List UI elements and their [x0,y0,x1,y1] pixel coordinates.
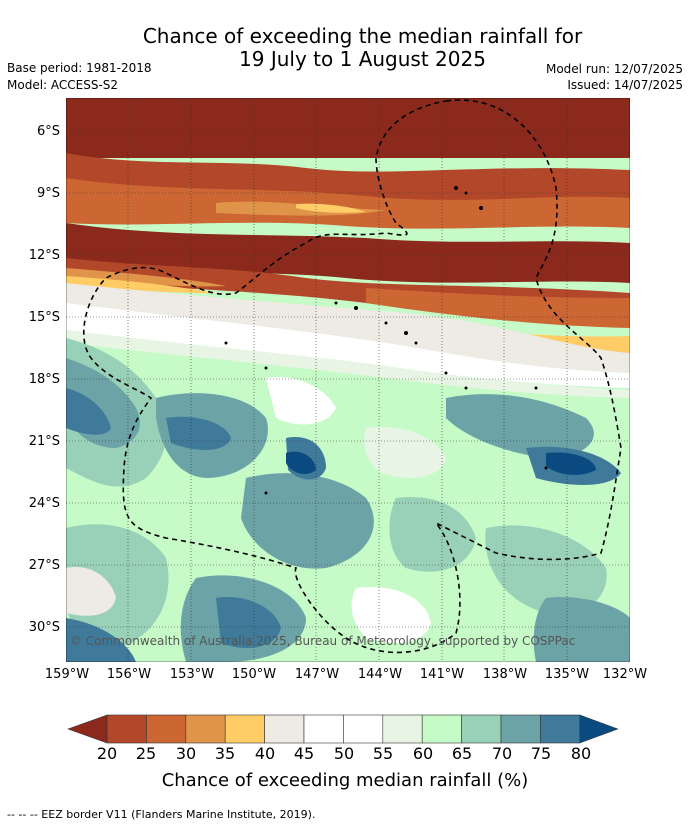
base-period: Base period: 1981-2018 [7,61,152,75]
map-title-line2: 19 July to 1 August 2025 [239,47,486,71]
map-title-line1: Chance of exceeding the median rainfall … [142,24,583,48]
colorbar-tick: 25 [135,744,157,763]
colorbar [67,714,619,744]
lon-label: 153°W [169,667,215,682]
colorbar-tick: 65 [451,744,473,763]
colorbar-segment [421,714,462,744]
colorbar-segment [185,714,226,744]
lat-label: 27°S [28,558,60,573]
colorbar-segment [540,714,581,744]
lat-label: 6°S [36,124,60,139]
model-run: Model run: 12/07/2025 [545,62,683,76]
colorbar-tick: 35 [214,744,236,763]
colorbar-segment [303,714,344,744]
colorbar-tick: 80 [570,744,592,763]
colorbar-segment [146,714,187,744]
lon-label: 156°W [106,667,152,682]
lat-label: 12°S [28,248,60,263]
colorbar-segment [343,714,384,744]
colorbar-tick: 50 [333,744,355,763]
lat-label: 21°S [28,434,60,449]
lon-label: 135°W [544,667,590,682]
lon-label: 132°W [602,667,648,682]
lon-label: 141°W [419,667,465,682]
colorbar-tick: 30 [175,744,197,763]
eez-legend: -- -- -- EEZ border V11 (Flanders Marine… [7,808,316,821]
colorbar-tick: 70 [491,744,513,763]
issued-date: Issued: 14/07/2025 [567,78,683,92]
colorbar-segment [264,714,305,744]
lon-label: 159°W [44,667,90,682]
colorbar-segment [224,714,265,744]
lon-label: 138°W [482,667,528,682]
lat-label: 18°S [28,372,60,387]
colorbar-segment [382,714,423,744]
lat-label: 15°S [28,310,60,325]
colorbar-label: Chance of exceeding median rainfall (%) [161,770,529,791]
colorbar-tick: 45 [293,744,315,763]
lat-label: 24°S [28,496,60,511]
colorbar-tick: 60 [412,744,434,763]
colorbar-extend-high [579,714,619,744]
colorbar-segment [106,714,147,744]
lon-label: 144°W [357,667,403,682]
model-name: Model: ACCESS-S2 [7,78,119,92]
lon-label: 150°W [231,667,277,682]
colorbar-segment [461,714,502,744]
colorbar-tick: 55 [372,744,394,763]
lat-label: 30°S [28,620,60,635]
colorbar-extend-low [67,714,108,744]
colorbar-tick: 20 [96,744,118,763]
colorbar-tick: 40 [254,744,276,763]
lon-label: 147°W [294,667,340,682]
rainfall-map [66,98,630,662]
lat-label: 9°S [36,186,60,201]
copyright-notice: © Commonwealth of Australia 2025, Bureau… [70,634,576,648]
colorbar-tick: 75 [530,744,552,763]
colorbar-segment [500,714,541,744]
